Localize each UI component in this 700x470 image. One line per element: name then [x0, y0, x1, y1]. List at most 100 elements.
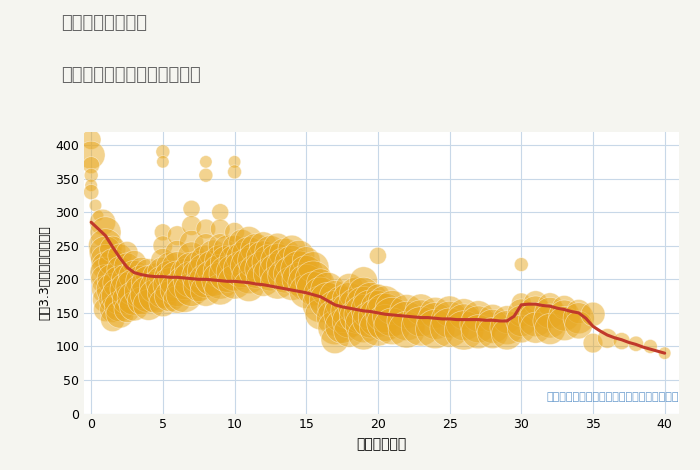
Point — [129, 283, 140, 291]
Point — [358, 301, 369, 309]
Point — [158, 148, 169, 156]
Point — [107, 316, 118, 323]
Point — [215, 257, 226, 264]
Point — [444, 316, 455, 323]
Point — [215, 267, 226, 275]
Point — [587, 339, 598, 347]
Point — [379, 299, 391, 306]
Point — [215, 242, 226, 250]
Point — [229, 168, 240, 176]
Point — [315, 300, 326, 308]
Point — [172, 264, 183, 271]
Point — [559, 320, 570, 328]
Point — [530, 324, 541, 331]
Point — [107, 306, 118, 313]
Point — [97, 219, 108, 226]
Point — [215, 208, 226, 216]
Point — [293, 275, 304, 283]
Point — [200, 225, 211, 233]
Point — [372, 252, 384, 259]
Point — [516, 317, 527, 325]
Point — [229, 257, 240, 264]
Point — [200, 257, 211, 264]
Point — [372, 324, 384, 331]
Point — [100, 242, 111, 250]
Point — [136, 277, 147, 284]
Point — [358, 277, 369, 284]
Point — [143, 290, 154, 298]
Point — [501, 330, 512, 338]
Point — [129, 294, 140, 302]
Point — [229, 158, 240, 165]
Point — [100, 228, 111, 236]
Point — [100, 286, 111, 293]
Point — [136, 297, 147, 305]
Point — [85, 188, 97, 196]
Point — [308, 285, 319, 292]
Point — [372, 314, 384, 321]
Point — [337, 311, 348, 318]
Point — [286, 245, 297, 253]
Point — [85, 136, 97, 143]
Point — [344, 296, 355, 303]
Point — [244, 273, 255, 281]
X-axis label: 築年数（年）: 築年数（年） — [356, 437, 407, 451]
Point — [379, 319, 391, 327]
Point — [322, 286, 333, 293]
Point — [279, 250, 290, 258]
Point — [100, 262, 111, 270]
Point — [358, 311, 369, 318]
Text: 円の大きさは、取引のあった物件面積を示す: 円の大きさは、取引のあった物件面積を示す — [547, 392, 679, 402]
Point — [587, 311, 598, 318]
Point — [487, 322, 498, 330]
Point — [545, 301, 556, 309]
Point — [114, 266, 125, 273]
Point — [573, 321, 584, 329]
Point — [150, 283, 161, 291]
Point — [386, 322, 398, 330]
Point — [351, 302, 362, 310]
Point — [150, 292, 161, 300]
Point — [121, 306, 132, 313]
Point — [501, 316, 512, 323]
Point — [186, 286, 197, 293]
Point — [487, 314, 498, 322]
Point — [344, 328, 355, 336]
Point — [215, 277, 226, 284]
Point — [516, 261, 527, 268]
Point — [559, 312, 570, 319]
Point — [158, 279, 169, 286]
Point — [186, 266, 197, 273]
Point — [315, 279, 326, 286]
Point — [329, 304, 340, 311]
Point — [222, 270, 233, 278]
Point — [645, 343, 656, 350]
Point — [458, 327, 470, 334]
Point — [401, 317, 412, 325]
Point — [516, 299, 527, 306]
Point — [200, 172, 211, 179]
Point — [545, 317, 556, 325]
Point — [329, 324, 340, 331]
Point — [401, 308, 412, 315]
Point — [286, 270, 297, 278]
Point — [158, 257, 169, 264]
Point — [244, 262, 255, 270]
Point — [473, 313, 484, 320]
Point — [573, 308, 584, 315]
Point — [193, 262, 204, 270]
Point — [100, 269, 111, 276]
Point — [286, 280, 297, 287]
Point — [90, 202, 101, 209]
Text: 築年数別中古マンション価格: 築年数別中古マンション価格 — [61, 66, 201, 84]
Point — [229, 228, 240, 236]
Point — [265, 259, 276, 266]
Point — [100, 306, 111, 313]
Point — [186, 252, 197, 259]
Point — [92, 212, 104, 219]
Point — [200, 242, 211, 250]
Point — [215, 225, 226, 233]
Point — [265, 247, 276, 255]
Point — [178, 290, 190, 298]
Point — [265, 270, 276, 278]
